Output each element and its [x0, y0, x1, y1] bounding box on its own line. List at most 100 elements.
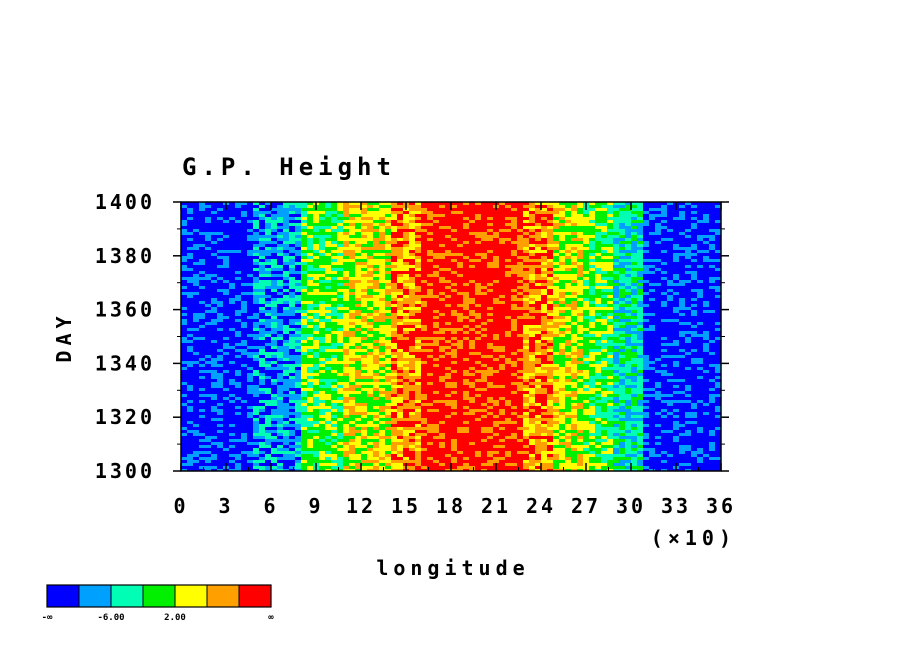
- heatmap-cell: [235, 355, 242, 359]
- heatmap-cell: [661, 253, 668, 257]
- heatmap-cell: [427, 211, 434, 215]
- heatmap-cell: [517, 361, 524, 365]
- heatmap-cell: [583, 277, 590, 281]
- heatmap-cell: [631, 256, 638, 260]
- heatmap-cell: [643, 364, 650, 368]
- heatmap-cell: [325, 205, 332, 209]
- heatmap-cell: [325, 280, 332, 284]
- heatmap-cell: [715, 244, 721, 248]
- heatmap-cell: [289, 226, 296, 230]
- heatmap-cell: [199, 298, 206, 302]
- heatmap-cell: [469, 286, 476, 290]
- heatmap-cell: [583, 358, 590, 362]
- heatmap-cell: [391, 247, 398, 251]
- heatmap-cell: [481, 346, 488, 350]
- heatmap-cell: [685, 319, 692, 323]
- heatmap-cell: [343, 328, 350, 332]
- heatmap-cell: [517, 331, 524, 335]
- heatmap-cell: [181, 286, 188, 290]
- heatmap-cell: [499, 301, 506, 305]
- heatmap-cell: [547, 223, 554, 227]
- heatmap-cell: [397, 337, 404, 341]
- heatmap-cell: [373, 304, 380, 308]
- heatmap-cell: [181, 259, 188, 263]
- heatmap-cell: [235, 223, 242, 227]
- heatmap-cell: [631, 268, 638, 272]
- heatmap-cell: [673, 265, 680, 269]
- heatmap-cell: [277, 322, 284, 326]
- heatmap-cell: [283, 304, 290, 308]
- heatmap-cell: [205, 217, 212, 221]
- heatmap-cell: [571, 226, 578, 230]
- heatmap-cell: [391, 295, 398, 299]
- heatmap-cell: [283, 238, 290, 242]
- heatmap-cell: [379, 352, 386, 356]
- heatmap-cell: [709, 226, 716, 230]
- heatmap-cell: [505, 232, 512, 236]
- heatmap-cell: [589, 238, 596, 242]
- heatmap-cell: [427, 259, 434, 263]
- heatmap-cell: [283, 250, 290, 254]
- heatmap-cell: [373, 328, 380, 332]
- heatmap-cell: [415, 238, 422, 242]
- heatmap-cell: [709, 307, 716, 311]
- heatmap-cell: [481, 349, 488, 353]
- heatmap-cell: [181, 349, 188, 353]
- heatmap-cell: [505, 208, 512, 212]
- heatmap-cell: [535, 283, 542, 287]
- heatmap-cell: [499, 223, 506, 227]
- heatmap-cell: [367, 211, 374, 215]
- heatmap-cell: [577, 346, 584, 350]
- heatmap-cell: [373, 295, 380, 299]
- heatmap-cell: [679, 214, 686, 218]
- heatmap-cell: [703, 277, 710, 281]
- heatmap-cell: [559, 232, 566, 236]
- heatmap-cell: [493, 319, 500, 323]
- heatmap-cell: [235, 358, 242, 362]
- heatmap-cell: [181, 238, 188, 242]
- heatmap-cell: [541, 349, 548, 353]
- heatmap-cell: [589, 328, 596, 332]
- heatmap-cell: [667, 355, 674, 359]
- heatmap-cell: [361, 208, 368, 212]
- heatmap-cell: [679, 220, 686, 224]
- heatmap-cell: [289, 217, 296, 221]
- heatmap-cell: [451, 241, 458, 245]
- heatmap-cell: [187, 319, 194, 323]
- heatmap-cell: [181, 361, 188, 365]
- heatmap-cell: [685, 295, 692, 299]
- heatmap-cell: [391, 298, 398, 302]
- heatmap-cell: [463, 334, 470, 338]
- heatmap-cell: [577, 352, 584, 356]
- heatmap-cell: [187, 358, 194, 362]
- heatmap-cell: [421, 244, 428, 248]
- heatmap-cell: [307, 223, 314, 227]
- heatmap-cell: [547, 217, 554, 221]
- heatmap-cell: [583, 256, 590, 260]
- heatmap-cell: [283, 211, 290, 215]
- heatmap-cell: [283, 331, 290, 335]
- heatmap-cell: [253, 262, 260, 266]
- heatmap-cell: [445, 271, 452, 275]
- heatmap-cell: [205, 280, 212, 284]
- heatmap-cell: [703, 283, 710, 287]
- heatmap-cell: [511, 238, 518, 242]
- heatmap-cell: [499, 256, 506, 260]
- heatmap-cell: [697, 331, 704, 335]
- heatmap-cell: [487, 220, 494, 224]
- heatmap-cell: [649, 304, 656, 308]
- heatmap-cell: [283, 310, 290, 314]
- heatmap-cell: [223, 331, 230, 335]
- heatmap-cell: [289, 256, 296, 260]
- heatmap-cell: [259, 349, 266, 353]
- heatmap-cell: [703, 244, 710, 248]
- heatmap-cell: [409, 343, 416, 347]
- heatmap-cell: [193, 277, 200, 281]
- heatmap-cell: [319, 226, 326, 230]
- heatmap-cell: [301, 358, 308, 362]
- heatmap-cell: [637, 205, 644, 209]
- heatmap-cell: [667, 283, 674, 287]
- heatmap-cell: [469, 292, 476, 296]
- heatmap-cell: [523, 250, 530, 254]
- heatmap-cell: [559, 256, 566, 260]
